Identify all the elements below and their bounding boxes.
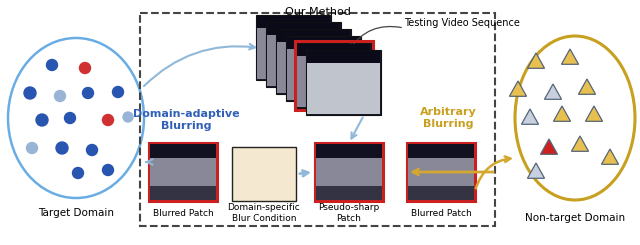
- Text: Target Domain: Target Domain: [38, 208, 114, 218]
- Circle shape: [47, 60, 58, 71]
- FancyBboxPatch shape: [256, 15, 331, 80]
- FancyBboxPatch shape: [267, 35, 340, 86]
- Circle shape: [26, 143, 38, 154]
- FancyBboxPatch shape: [408, 158, 474, 186]
- FancyBboxPatch shape: [150, 144, 216, 158]
- FancyBboxPatch shape: [316, 144, 382, 158]
- FancyBboxPatch shape: [267, 23, 340, 35]
- FancyBboxPatch shape: [150, 186, 216, 200]
- FancyBboxPatch shape: [257, 16, 330, 28]
- Circle shape: [36, 114, 48, 126]
- Text: Non-target Domain: Non-target Domain: [525, 213, 625, 223]
- FancyBboxPatch shape: [286, 36, 361, 101]
- Ellipse shape: [515, 36, 635, 200]
- FancyBboxPatch shape: [287, 49, 360, 100]
- FancyBboxPatch shape: [296, 43, 371, 108]
- FancyBboxPatch shape: [316, 186, 382, 200]
- FancyBboxPatch shape: [315, 143, 383, 201]
- FancyBboxPatch shape: [316, 158, 382, 186]
- FancyBboxPatch shape: [277, 30, 350, 42]
- Polygon shape: [545, 84, 561, 99]
- Circle shape: [123, 112, 133, 122]
- FancyBboxPatch shape: [277, 42, 350, 93]
- Text: Domain-adaptive
Blurring: Domain-adaptive Blurring: [132, 109, 239, 131]
- Circle shape: [72, 168, 83, 179]
- Circle shape: [102, 164, 113, 175]
- FancyBboxPatch shape: [266, 22, 341, 87]
- Text: Domain-specific
Blur Condition: Domain-specific Blur Condition: [228, 203, 300, 223]
- Text: Arbitrary
Blurring: Arbitrary Blurring: [420, 107, 476, 129]
- FancyBboxPatch shape: [232, 147, 296, 201]
- Polygon shape: [572, 136, 589, 151]
- Circle shape: [54, 90, 65, 101]
- Text: Our Method: Our Method: [285, 7, 351, 17]
- FancyBboxPatch shape: [408, 144, 474, 158]
- FancyBboxPatch shape: [297, 44, 370, 56]
- Circle shape: [86, 145, 97, 156]
- Polygon shape: [586, 106, 602, 121]
- FancyBboxPatch shape: [408, 186, 474, 200]
- FancyBboxPatch shape: [149, 143, 217, 201]
- Polygon shape: [540, 139, 557, 154]
- Polygon shape: [554, 106, 570, 121]
- Polygon shape: [579, 79, 596, 94]
- Circle shape: [79, 62, 90, 74]
- Polygon shape: [602, 149, 618, 164]
- Ellipse shape: [8, 38, 144, 198]
- Circle shape: [83, 87, 93, 98]
- Polygon shape: [522, 109, 538, 124]
- FancyBboxPatch shape: [287, 37, 360, 49]
- FancyBboxPatch shape: [306, 50, 381, 115]
- Polygon shape: [509, 81, 527, 96]
- Text: Blurred Patch: Blurred Patch: [152, 208, 213, 218]
- FancyBboxPatch shape: [407, 143, 475, 201]
- Polygon shape: [527, 163, 545, 178]
- Circle shape: [113, 86, 124, 98]
- Circle shape: [102, 114, 113, 125]
- Circle shape: [56, 142, 68, 154]
- Circle shape: [24, 87, 36, 99]
- FancyBboxPatch shape: [150, 158, 216, 186]
- Text: Testing Video Sequence: Testing Video Sequence: [404, 18, 520, 28]
- FancyBboxPatch shape: [297, 56, 370, 107]
- FancyBboxPatch shape: [307, 51, 380, 63]
- FancyBboxPatch shape: [257, 28, 330, 79]
- Text: Blurred Patch: Blurred Patch: [411, 208, 472, 218]
- FancyBboxPatch shape: [276, 29, 351, 94]
- Circle shape: [65, 112, 76, 123]
- FancyBboxPatch shape: [307, 63, 380, 114]
- Text: Pseudo-sharp
Patch: Pseudo-sharp Patch: [318, 203, 380, 223]
- Polygon shape: [527, 53, 545, 68]
- Polygon shape: [561, 49, 579, 64]
